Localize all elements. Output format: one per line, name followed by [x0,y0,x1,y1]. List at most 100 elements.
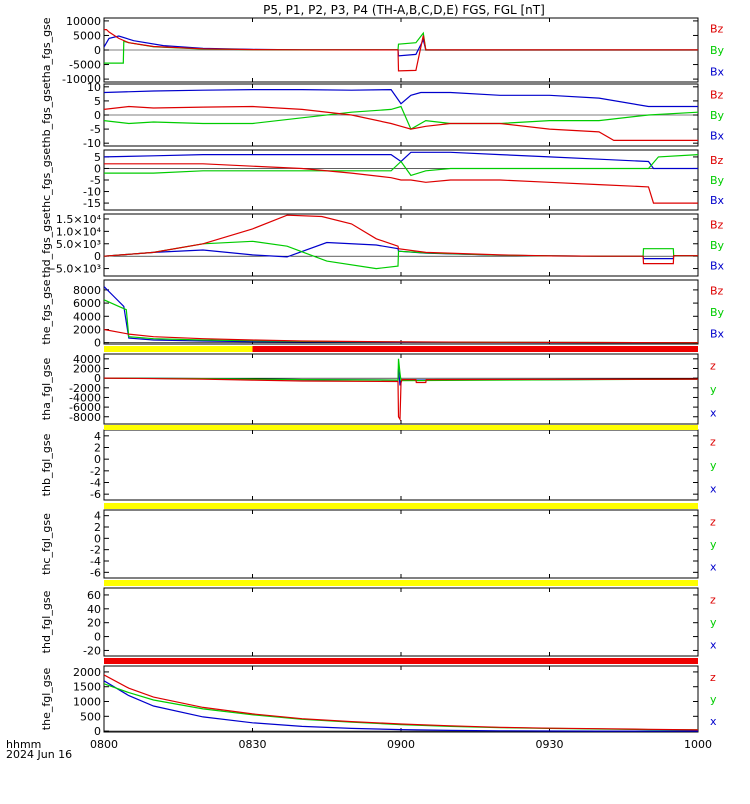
y-axis-label: thc_fgs_gse [40,148,53,213]
y-tick-label: 0 [94,162,101,175]
y-tick-label: 0 [94,532,101,545]
y-tick-label: -4000 [69,391,101,404]
time-axis: hhmm 2024 Jun 16 0800 0830 0900 0930 1000 [6,738,712,761]
y-tick-label: 0 [94,372,101,385]
y-tick-label: -10 [83,137,101,150]
panel-frame [103,509,699,579]
series-line-By [104,240,698,270]
y-tick-label: 6000 [73,297,101,310]
series-line-y [104,358,698,382]
y-tick-label: 4000 [73,353,101,366]
y-tick-label: 0 [94,109,101,122]
y-tick-label: -5 [90,123,101,136]
x-tick-label: 0900 [387,738,415,751]
legend-entry-By: By [710,44,725,57]
legend-entry-x: x [710,406,717,419]
y-tick-label: −5.0×10³ [47,263,101,276]
series-group [104,286,698,344]
series-line-Bz [104,163,698,204]
y-tick-label: -20 [83,644,101,657]
y-tick-label: 4 [94,430,101,443]
y-tick-label: -2000 [69,382,101,395]
legend-entry-By: By [710,239,725,252]
y-tick-label: 5 [94,151,101,164]
y-tick-label: 10000 [66,15,101,28]
y-tick-label: 0 [94,44,101,57]
legend-entry-x: x [710,639,717,652]
series-line-x [104,680,698,732]
legend-entry-y: y [710,693,717,706]
x-tick-label: 0830 [239,738,267,751]
legend-entry-By: By [710,306,725,319]
legend-entry-y: y [710,538,717,551]
y-tick-label: 5 [94,95,101,108]
panel-frame [103,665,699,733]
y-axis-label: thc_fgl_gse [40,513,53,575]
legend-entry-z: z [710,593,716,606]
y-tick-label: 5.0×10³ [56,238,101,251]
y-axis-label: the_fgs_gse [40,279,53,344]
y-tick-label: 40 [87,603,101,616]
series-line-Bz [104,29,698,72]
y-tick-label: 0 [94,250,101,263]
series-group [104,29,698,72]
y-tick-label: 0 [94,631,101,644]
series-line-By [104,154,698,177]
panel-thb_fgl_gse: 420-2-4-6 thb_fgl_gse zyx [40,429,717,501]
y-tick-label: -4 [90,477,101,490]
legend-entry-Bx: Bx [710,260,725,273]
legend-entry-x: x [710,715,717,728]
y-axis-label: the_fgl_gse [40,668,53,731]
y-tick-label: 20 [87,617,101,630]
time-axis-label-date: 2024 Jun 16 [6,748,72,761]
series-group [104,151,698,204]
legend-entry-Bz: Bz [710,88,724,101]
legend-entry-Bz: Bz [710,218,724,231]
y-tick-label: -2 [90,544,101,557]
series-line-z [104,377,698,422]
flag-bar-segment [104,658,698,664]
flag-bar-segment [104,580,698,586]
y-tick-label: 1000 [73,696,101,709]
series-line-Bx [104,35,698,57]
legend-entry-x: x [710,482,717,495]
series-line-By [104,299,698,344]
y-tick-label: -10000 [62,73,101,86]
y-tick-label: 2000 [73,323,101,336]
panel-frame [103,429,699,501]
series-line-Bx [104,151,698,170]
y-tick-label: 4000 [73,310,101,323]
y-tick-label: 0 [94,453,101,466]
legend-entry-z: z [710,515,716,528]
y-tick-label: 0 [94,337,101,350]
y-axis-label: thd_fgl_gse [40,590,53,653]
y-tick-label: -10 [83,186,101,199]
y-tick-label: 10 [87,81,101,94]
y-tick-label: -6 [90,488,101,501]
y-axis-label: thb_fgs_gse [40,82,53,148]
series-line-By [104,105,698,130]
series-line-z [104,674,698,731]
legend-entry-y: y [710,383,717,396]
legend-entry-By: By [710,109,725,122]
x-tick-label: 0930 [536,738,564,751]
y-tick-label: -15 [83,197,101,210]
y-axis-label: thb_fgl_gse [40,433,53,496]
y-tick-label: 0 [94,725,101,738]
y-tick-label: 2 [94,442,101,455]
y-tick-label: 2000 [73,666,101,679]
legend-entry-Bz: Bz [710,154,724,167]
y-tick-label: 5000 [73,29,101,42]
y-tick-label: -5000 [69,59,101,72]
y-tick-label: 8000 [73,284,101,297]
y-tick-label: 2 [94,521,101,534]
legend-entry-Bz: Bz [710,285,724,298]
legend-entry-Bx: Bx [710,327,725,340]
legend-entry-Bx: Bx [710,194,725,207]
